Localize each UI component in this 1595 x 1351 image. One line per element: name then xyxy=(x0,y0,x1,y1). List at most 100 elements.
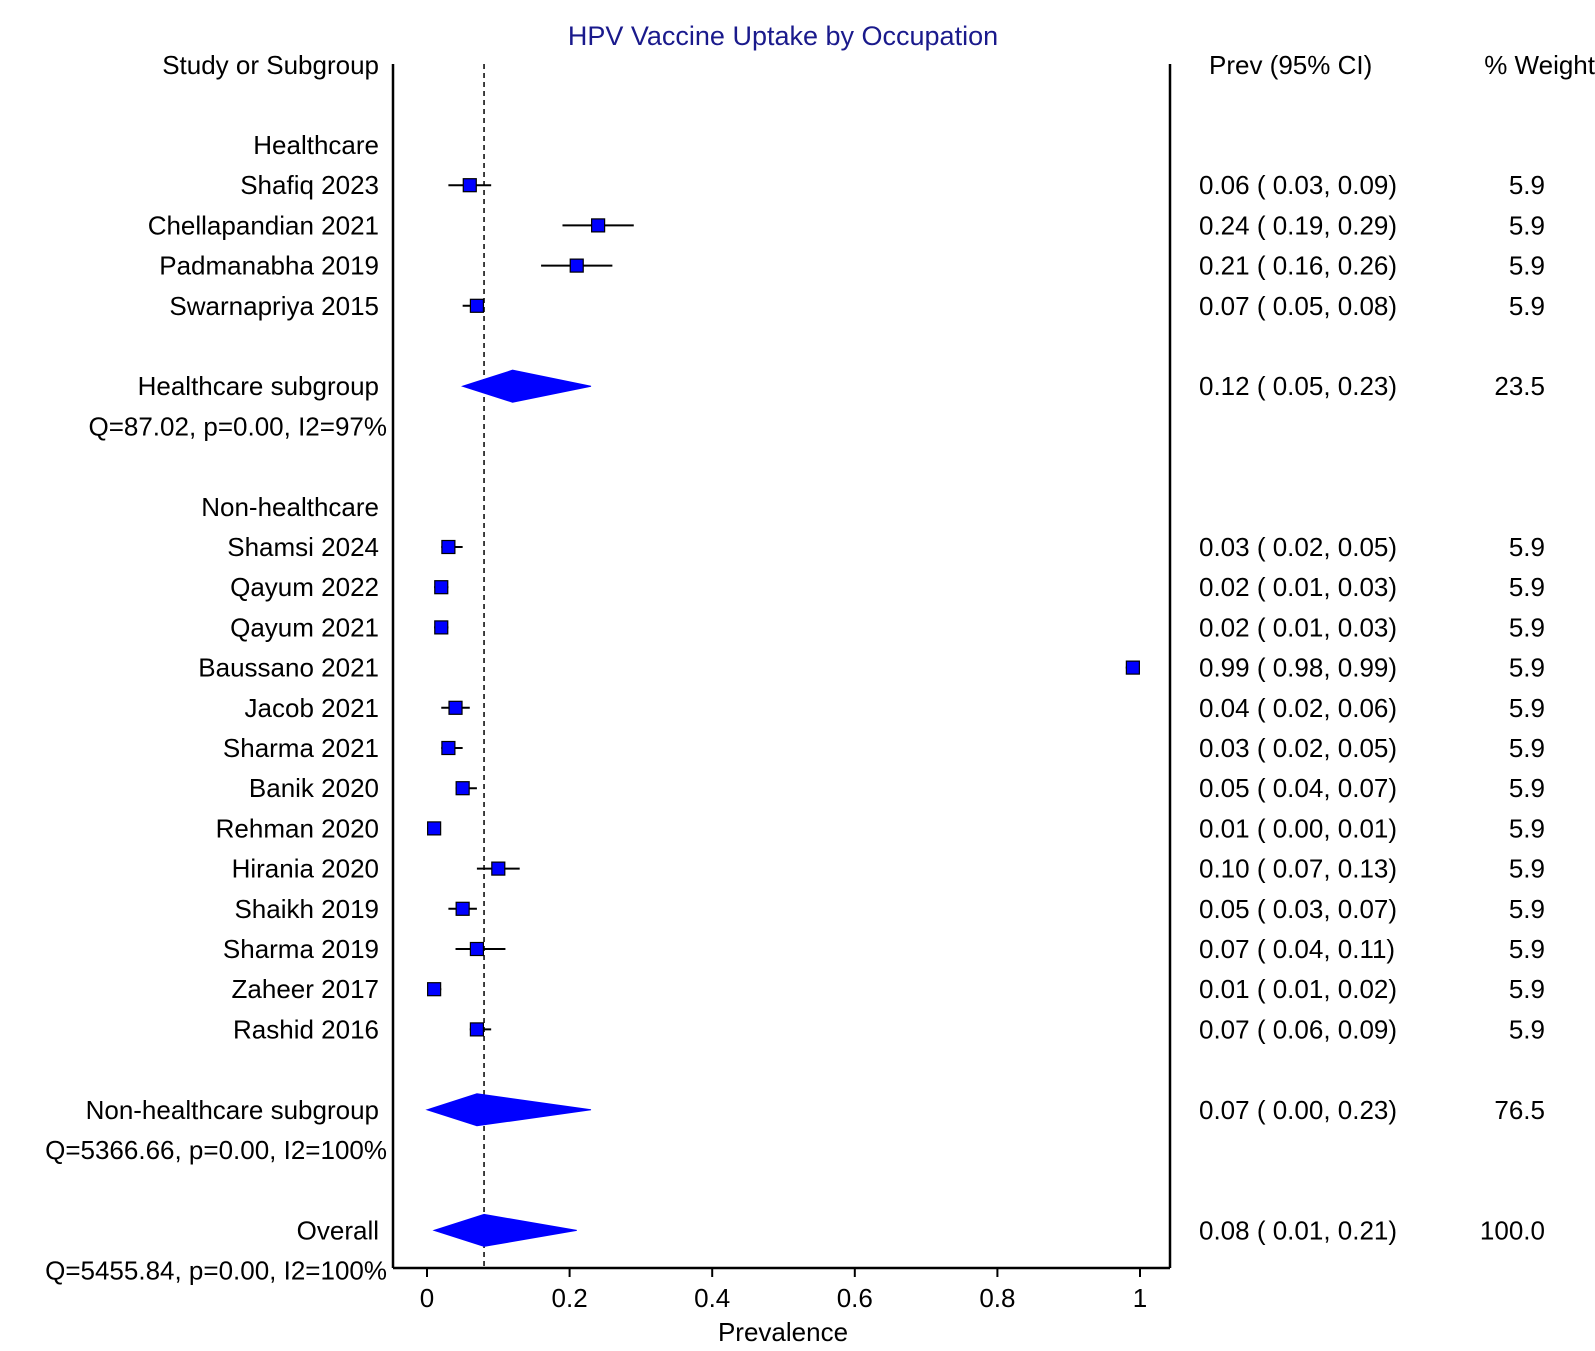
point-estimate xyxy=(448,700,463,715)
heterogeneity-stats: Q=87.02, p=0.00, I2=97% xyxy=(88,411,387,441)
weight-text: 5.9 xyxy=(1509,532,1545,562)
row-label: Padmanabha 2019 xyxy=(159,251,379,281)
pooled-diamond xyxy=(432,1213,577,1247)
weight-text: 5.9 xyxy=(1509,773,1545,803)
point-estimate xyxy=(569,258,584,273)
weight-text: 5.9 xyxy=(1509,170,1545,200)
point-estimate xyxy=(427,821,442,836)
row-label: Shafiq 2023 xyxy=(240,170,379,200)
ci-text: 0.07 ( 0.00, 0.23) xyxy=(1199,1095,1397,1125)
weight-text: 5.9 xyxy=(1509,733,1545,763)
ci-text: 0.07 ( 0.06, 0.09) xyxy=(1199,1014,1397,1044)
weight-text: 5.9 xyxy=(1509,854,1545,884)
ci-text: 0.02 ( 0.01, 0.03) xyxy=(1199,572,1397,602)
row-label: Sharma 2019 xyxy=(223,934,379,964)
header-study: Study or Subgroup xyxy=(162,50,379,80)
row-label: Zaheer 2017 xyxy=(232,974,379,1004)
point-estimate xyxy=(1125,660,1140,675)
row-label: Sharma 2021 xyxy=(223,733,379,763)
x-axis: 0 0.2 0.4 0.6 0.8 1 xyxy=(420,1268,1147,1313)
ci-text: 0.01 ( 0.00, 0.01) xyxy=(1199,813,1397,843)
x-axis-label: Prevalence xyxy=(718,1317,848,1347)
ci-text: 0.10 ( 0.07, 0.13) xyxy=(1199,854,1397,884)
weight-text: 5.9 xyxy=(1509,251,1545,281)
ci-text: 0.05 ( 0.04, 0.07) xyxy=(1199,773,1397,803)
group-header: Healthcare xyxy=(253,130,379,160)
point-estimate xyxy=(441,740,456,756)
weight-text: 5.9 xyxy=(1509,693,1545,723)
ci-text: 0.07 ( 0.04, 0.11) xyxy=(1199,934,1395,964)
pooled-diamond xyxy=(461,369,592,403)
ci-text: 0.07 ( 0.05, 0.08) xyxy=(1199,291,1397,321)
row-label: Healthcare subgroup xyxy=(138,371,379,401)
row-label: Qayum 2022 xyxy=(230,572,379,602)
weight-labels: 5.9 5.9 5.9 5.9 23.5 5.9 5.9 5.9 5.9 5.9 5.9 5.9 5.9… xyxy=(1480,170,1545,1245)
header-weight: % Weight xyxy=(1484,50,1595,80)
row-label: Jacob 2021 xyxy=(245,693,379,723)
ci-text: 0.99 ( 0.98, 0.99) xyxy=(1199,653,1397,683)
weight-text: 5.9 xyxy=(1509,612,1545,642)
group-header: Non-healthcare xyxy=(201,492,379,522)
weight-text: 5.9 xyxy=(1509,1014,1545,1044)
row-label: Chellapandian 2021 xyxy=(148,210,379,240)
plot-marks xyxy=(425,178,1140,1247)
weight-text: 5.9 xyxy=(1509,813,1545,843)
x-tick-label: 0.2 xyxy=(552,1283,588,1313)
point-estimate xyxy=(462,178,477,193)
row-label: Banik 2020 xyxy=(249,773,379,803)
heterogeneity-stats: Q=5455.84, p=0.00, I2=100% xyxy=(45,1256,387,1286)
ci-labels: 0.06 ( 0.03, 0.09) 0.24 ( 0.19, 0.29) 0.21… xyxy=(1199,170,1397,1245)
weight-text: 5.9 xyxy=(1509,934,1545,964)
chart-title: HPV Vaccine Uptake by Occupation xyxy=(568,21,998,51)
point-estimate xyxy=(434,620,449,635)
weight-text: 5.9 xyxy=(1509,974,1545,1004)
weight-text: 5.9 xyxy=(1509,894,1545,924)
ci-text: 0.21 ( 0.16, 0.26) xyxy=(1199,251,1397,281)
x-tick-label: 0.4 xyxy=(694,1283,730,1313)
point-estimate xyxy=(455,901,470,916)
header-prev: Prev (95% CI) xyxy=(1209,50,1372,80)
x-tick-label: 0 xyxy=(420,1283,434,1313)
ci-text: 0.06 ( 0.03, 0.09) xyxy=(1199,170,1397,200)
ci-text: 0.24 ( 0.19, 0.29) xyxy=(1199,210,1397,240)
weight-text: 23.5 xyxy=(1494,371,1545,401)
ci-text: 0.12 ( 0.05, 0.23) xyxy=(1199,371,1397,401)
row-label: Non-healthcare subgroup xyxy=(86,1095,379,1125)
point-estimate xyxy=(441,539,456,555)
ci-text: 0.03 ( 0.02, 0.05) xyxy=(1199,733,1397,763)
weight-text: 5.9 xyxy=(1509,291,1545,321)
row-label: Overall xyxy=(297,1215,379,1245)
weight-text: 76.5 xyxy=(1494,1095,1545,1125)
point-estimate xyxy=(591,218,606,233)
point-estimate xyxy=(434,580,449,595)
ci-text: 0.02 ( 0.01, 0.03) xyxy=(1199,612,1397,642)
row-label: Shaikh 2019 xyxy=(234,894,379,924)
row-label: Qayum 2021 xyxy=(230,612,379,642)
row-label: Rashid 2016 xyxy=(233,1014,379,1044)
point-estimate xyxy=(469,941,485,957)
heterogeneity-stats: Q=5366.66, p=0.00, I2=100% xyxy=(45,1135,387,1165)
row-label: Rehman 2020 xyxy=(216,813,379,843)
ci-text: 0.08 ( 0.01, 0.21) xyxy=(1199,1215,1397,1245)
point-estimate xyxy=(427,982,442,997)
plot-frame xyxy=(391,64,1172,1270)
point-estimate xyxy=(469,298,485,313)
x-tick-label: 0.6 xyxy=(837,1283,873,1313)
weight-text: 5.9 xyxy=(1509,653,1545,683)
point-estimate xyxy=(491,861,506,876)
row-label: Shamsi 2024 xyxy=(227,532,379,562)
ci-text: 0.01 ( 0.01, 0.02) xyxy=(1199,974,1397,1004)
point-estimate xyxy=(469,1022,485,1037)
row-label: Swarnapriya 2015 xyxy=(169,291,379,321)
row-labels: Healthcare Shafiq 2023 Chellapandian 2021 P… xyxy=(45,130,387,1286)
ci-text: 0.03 ( 0.02, 0.05) xyxy=(1199,532,1397,562)
row-label: Baussano 2021 xyxy=(198,653,379,683)
x-tick-label: 1 xyxy=(1133,1283,1147,1313)
pooled-diamond xyxy=(425,1093,592,1127)
weight-text: 5.9 xyxy=(1509,210,1545,240)
ci-text: 0.04 ( 0.02, 0.06) xyxy=(1199,693,1397,723)
point-estimate xyxy=(455,781,470,796)
x-tick-label: 0.8 xyxy=(979,1283,1015,1313)
ci-text: 0.05 ( 0.03, 0.07) xyxy=(1199,894,1397,924)
